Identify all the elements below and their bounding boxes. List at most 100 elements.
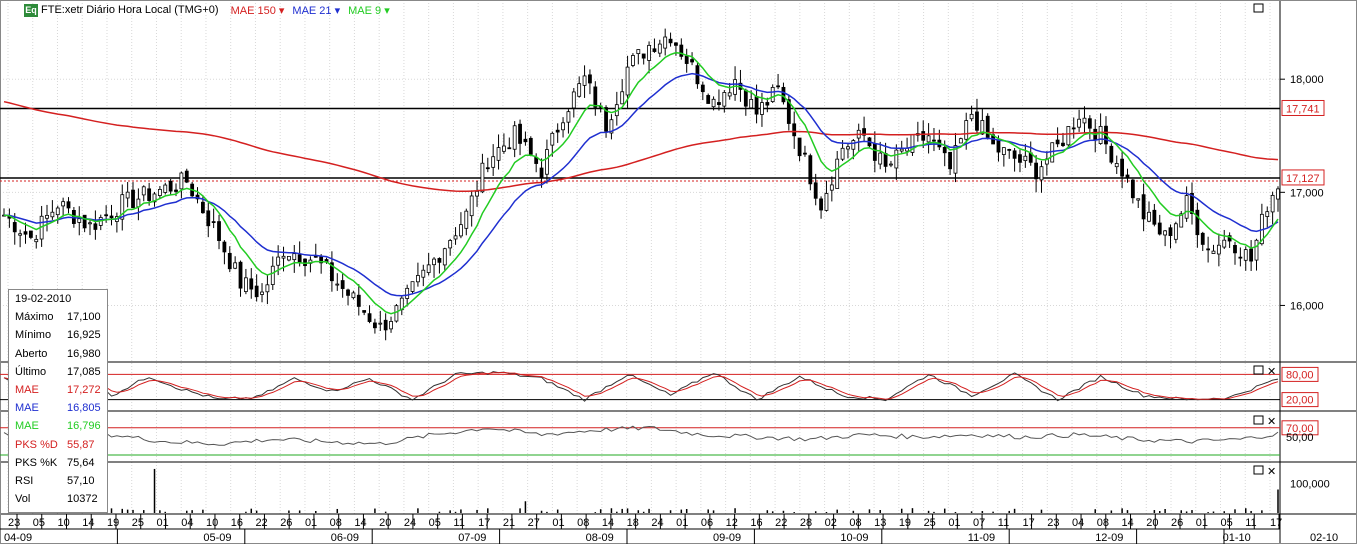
close-pane-icon[interactable]: ✕ bbox=[1267, 416, 1276, 428]
rsi-line bbox=[3, 425, 1279, 446]
maximize-pane-icon[interactable] bbox=[1253, 415, 1264, 425]
candle-body bbox=[765, 102, 770, 106]
mae150-line bbox=[3, 100, 1279, 193]
candle-body bbox=[851, 140, 856, 150]
candle-body bbox=[985, 115, 990, 138]
day-label: 22 bbox=[775, 517, 787, 529]
candle-body bbox=[824, 193, 829, 211]
day-label: 25 bbox=[924, 517, 936, 529]
info-key: RSI bbox=[15, 474, 34, 487]
candle-body bbox=[625, 66, 630, 96]
candle-body bbox=[609, 119, 614, 134]
candle-body bbox=[55, 207, 60, 216]
candle-body bbox=[1152, 209, 1157, 225]
day-label: 01 bbox=[1196, 517, 1208, 529]
day-label: 19 bbox=[107, 517, 119, 529]
candle-body bbox=[1007, 149, 1012, 151]
candle-body bbox=[405, 287, 410, 299]
eq-badge-icon: Eq bbox=[24, 3, 38, 17]
candle-body bbox=[12, 222, 17, 233]
day-label: 01 bbox=[552, 517, 564, 529]
info-row: Aberto 16,980 bbox=[9, 345, 107, 363]
candle-body bbox=[1254, 239, 1259, 261]
candle-body bbox=[1243, 249, 1248, 261]
candle-body bbox=[980, 120, 985, 135]
info-value: 16,796 bbox=[67, 420, 101, 433]
candle-body bbox=[1071, 127, 1076, 130]
candle-body bbox=[1023, 155, 1028, 162]
candle-body bbox=[351, 292, 356, 299]
indicator-mae150[interactable]: MAE 150 ▾ bbox=[230, 4, 285, 17]
candle-body bbox=[964, 120, 969, 140]
info-value: 16,925 bbox=[67, 329, 101, 342]
info-row: Mínimo 16,925 bbox=[9, 326, 107, 344]
candle-body bbox=[1265, 211, 1270, 217]
info-key: Vol bbox=[15, 493, 31, 506]
candle-body bbox=[797, 137, 802, 157]
candle-body bbox=[1195, 209, 1200, 236]
info-value: 16,805 bbox=[67, 402, 101, 415]
candle-body bbox=[545, 149, 549, 175]
candle-body bbox=[528, 137, 533, 155]
candle-body bbox=[163, 184, 168, 193]
candle-body bbox=[636, 49, 641, 55]
grid-lines bbox=[0, 0, 1280, 514]
candle-body bbox=[104, 214, 109, 217]
candle-body bbox=[717, 102, 721, 105]
candle-body bbox=[948, 151, 952, 170]
candle-body bbox=[410, 281, 415, 292]
candle-body bbox=[706, 95, 711, 104]
candle-body bbox=[491, 156, 496, 168]
close-pane-icon[interactable]: ✕ bbox=[1267, 466, 1276, 478]
day-label: 11 bbox=[1245, 517, 1256, 529]
candle-body bbox=[152, 193, 157, 203]
level-box bbox=[1281, 366, 1319, 382]
close-pane-icon[interactable]: ✕ bbox=[1267, 366, 1276, 378]
candle-body bbox=[749, 99, 754, 109]
month-label: 07-09 bbox=[458, 532, 486, 544]
day-label: 01 bbox=[305, 517, 317, 529]
info-key: MAE bbox=[15, 402, 39, 415]
candle-body bbox=[593, 86, 598, 108]
candle-body bbox=[996, 139, 1001, 153]
candle-body bbox=[631, 55, 635, 66]
day-label: 18 bbox=[627, 517, 639, 529]
day-label: 26 bbox=[1171, 517, 1183, 529]
pks-k-line bbox=[3, 371, 1279, 402]
candle-body bbox=[1270, 194, 1275, 213]
candle-body bbox=[958, 138, 963, 144]
info-row: MAE 17,272 bbox=[9, 381, 107, 399]
indicator-mae9[interactable]: MAE 9 ▾ bbox=[348, 4, 390, 17]
candle-body bbox=[475, 191, 479, 197]
maximize-pane-icon[interactable] bbox=[1253, 3, 1264, 13]
candle-body bbox=[727, 92, 732, 97]
month-label: 05-09 bbox=[203, 532, 231, 544]
price-tick-label: 17,000 bbox=[1290, 187, 1324, 199]
info-row: Último 17,085 bbox=[9, 363, 107, 381]
day-label: 14 bbox=[1122, 517, 1134, 529]
candle-body bbox=[206, 210, 211, 227]
candle-body bbox=[184, 170, 189, 183]
info-value: 16,980 bbox=[67, 347, 101, 360]
candle-body bbox=[1120, 158, 1125, 177]
level-box bbox=[1281, 392, 1319, 408]
stoch-level-label: 80,00 bbox=[1286, 369, 1314, 381]
day-label: 23 bbox=[1047, 517, 1059, 529]
candle-body bbox=[1249, 248, 1254, 262]
indicator-mae21[interactable]: MAE 21 ▾ bbox=[292, 4, 341, 17]
month-label: 10-09 bbox=[840, 532, 868, 544]
symbol-title[interactable]: FTE:xetr Diário Hora Local (TMG+0) bbox=[41, 4, 219, 16]
candle-body bbox=[23, 231, 28, 235]
candle-body bbox=[281, 255, 286, 259]
candle-body bbox=[340, 280, 345, 289]
maximize-pane-icon[interactable] bbox=[1253, 465, 1264, 475]
candle-body bbox=[813, 182, 818, 199]
candle-body bbox=[265, 284, 270, 293]
candle-body bbox=[45, 214, 49, 219]
candle-body bbox=[383, 319, 388, 331]
candle-body bbox=[211, 221, 216, 223]
maximize-pane-icon[interactable] bbox=[1253, 365, 1264, 375]
day-label: 25 bbox=[132, 517, 144, 529]
candle-body bbox=[539, 167, 544, 178]
